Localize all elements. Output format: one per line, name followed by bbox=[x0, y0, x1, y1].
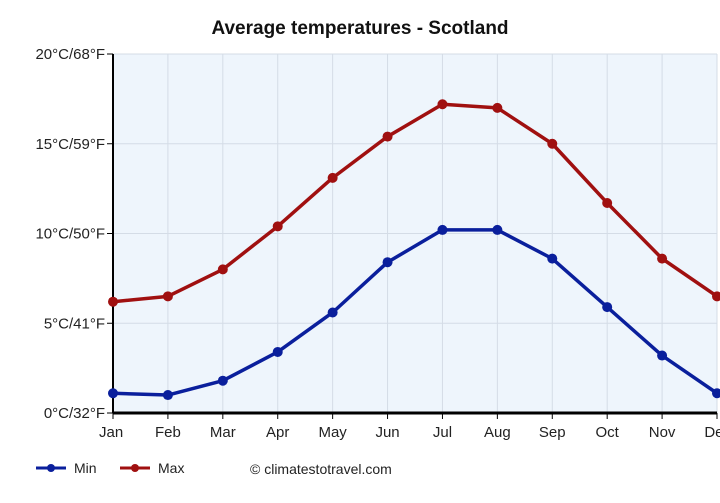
x-tick-label: Dec bbox=[704, 424, 720, 441]
data-point-max bbox=[547, 138, 558, 149]
y-tick-label: 5°C/41°F bbox=[44, 315, 105, 332]
x-tick-label: Mar bbox=[210, 424, 236, 441]
attribution-text: © climatestotravel.com bbox=[250, 461, 392, 477]
legend-label-max: Max bbox=[158, 460, 184, 476]
data-point-min bbox=[217, 375, 228, 386]
data-point-min bbox=[327, 307, 338, 318]
legend: Min Max bbox=[36, 460, 184, 476]
legend-marker-max bbox=[131, 464, 139, 472]
data-point-max bbox=[492, 102, 503, 113]
y-tick-label: 10°C/50°F bbox=[35, 226, 105, 243]
data-point-max bbox=[602, 197, 613, 208]
data-point-max bbox=[327, 172, 338, 183]
x-tick-label: Sep bbox=[539, 424, 566, 441]
data-point-min bbox=[382, 257, 393, 268]
y-tick-label: 0°C/32°F bbox=[44, 405, 105, 422]
data-point-max bbox=[217, 264, 228, 275]
data-point-max bbox=[382, 131, 393, 142]
series-line-max bbox=[111, 102, 719, 304]
x-tick-label: Apr bbox=[266, 424, 289, 441]
data-point-min bbox=[712, 388, 720, 399]
data-point-max bbox=[272, 221, 283, 232]
data-point-max bbox=[437, 99, 448, 110]
data-point-max bbox=[108, 296, 118, 307]
data-point-max bbox=[712, 291, 720, 302]
x-tick-label: Aug bbox=[484, 424, 511, 441]
data-point-min bbox=[108, 388, 118, 399]
data-point-min bbox=[547, 253, 558, 264]
data-point-min bbox=[657, 350, 668, 361]
data-point-min bbox=[602, 302, 613, 313]
data-point-min bbox=[492, 224, 503, 235]
x-tick-label: Feb bbox=[155, 424, 181, 441]
data-point-max bbox=[162, 291, 173, 302]
x-tick-label: Jul bbox=[433, 424, 452, 441]
x-axis-ticks: Jan Feb Mar Apr May Jun Jul Aug Sep Oct Nov Dec bbox=[99, 413, 720, 441]
legend-label-min: Min bbox=[74, 460, 97, 476]
data-point-max bbox=[657, 253, 668, 264]
x-tick-label: Jan bbox=[99, 424, 123, 441]
x-tick-label: Jun bbox=[375, 424, 399, 441]
y-tick-label: 15°C/59°F bbox=[35, 136, 105, 153]
series-group bbox=[108, 99, 720, 401]
chart-title: Average temperatures - Scotland bbox=[211, 18, 508, 39]
x-tick-label: Nov bbox=[649, 424, 676, 441]
data-point-min bbox=[162, 390, 173, 401]
x-tick-label: May bbox=[318, 424, 347, 441]
legend-marker-min bbox=[47, 464, 55, 472]
series-line-min bbox=[111, 228, 719, 397]
y-axis-ticks: 0°C/32°F 5°C/41°F 10°C/50°F 15°C/59°F 20°C/6… bbox=[35, 46, 113, 422]
data-point-min bbox=[437, 224, 448, 235]
x-tick-label: Oct bbox=[596, 424, 620, 441]
y-tick-label: 20°C/68°F bbox=[35, 46, 105, 63]
data-point-min bbox=[272, 346, 283, 357]
